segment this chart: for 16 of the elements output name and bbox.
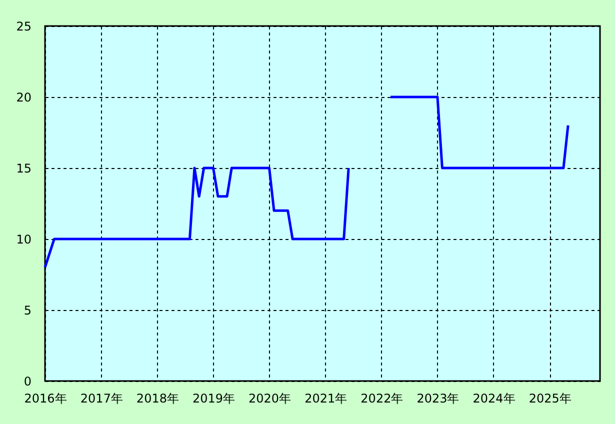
y-tick-label: 20 <box>16 90 32 104</box>
x-tick-label: 2024年 <box>472 392 516 406</box>
x-tick-label: 2020年 <box>248 392 292 406</box>
x-tick-label: 2025年 <box>528 392 572 406</box>
x-tick-label: 2023年 <box>416 392 460 406</box>
y-tick-label: 10 <box>16 232 32 246</box>
x-tick-label: 2021年 <box>304 392 348 406</box>
x-tick-label: 2022年 <box>360 392 404 406</box>
x-tick-label: 2018年 <box>136 392 179 406</box>
y-tick-label: 0 <box>24 374 32 388</box>
x-tick-label: 2019年 <box>192 392 235 406</box>
y-tick-label: 15 <box>16 162 32 176</box>
y-tick-label: 25 <box>16 20 32 34</box>
x-tick-label: 2016年 <box>24 392 67 406</box>
x-tick-label: 2017年 <box>80 392 123 406</box>
y-tick-label: 5 <box>24 304 32 318</box>
